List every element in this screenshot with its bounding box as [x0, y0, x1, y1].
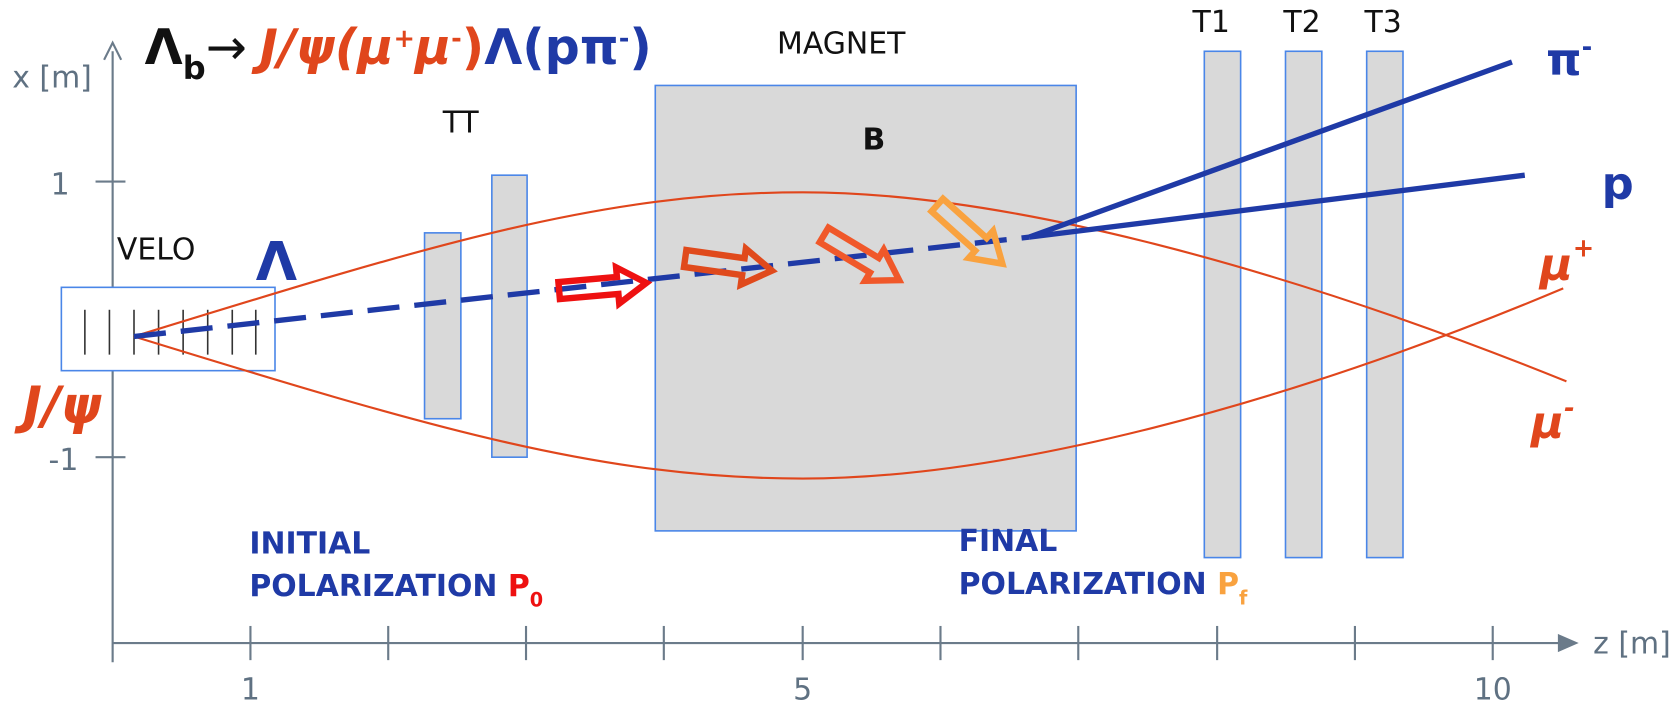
x-axis-label: z [m] — [1593, 627, 1671, 662]
lambda-label: Λ — [256, 230, 298, 293]
t3-label: T3 — [1364, 5, 1402, 40]
proton-label: p — [1602, 157, 1634, 210]
y-tick-label: 1 — [51, 167, 70, 202]
y-axis-label: x [m] — [12, 61, 92, 96]
jpsi-label: J/ψ — [14, 376, 102, 436]
t-station — [1367, 51, 1403, 557]
magnet-label: MAGNET — [777, 26, 906, 61]
velo-label: VELO — [117, 233, 195, 268]
field-label: B — [863, 123, 886, 158]
tt-label: TT — [442, 105, 480, 140]
diagram: x [m] z [m] 1 -1 1 5 10 VELO TT MAGNET B… — [0, 0, 1678, 705]
pion-label: π- — [1546, 33, 1592, 86]
x-tick-label: 5 — [793, 673, 812, 705]
x-tick-label: 1 — [241, 673, 260, 705]
t-station — [1204, 51, 1240, 557]
y-tick-label: -1 — [49, 443, 79, 478]
mu-plus-label: μ+ — [1538, 233, 1594, 290]
title: Λb→J/ψ(μ+μ-)Λ(pπ-) — [145, 18, 652, 87]
x-tick-label: 10 — [1474, 673, 1512, 705]
proton-track — [1029, 175, 1525, 237]
tt-plane — [492, 175, 527, 457]
t2-label: T2 — [1282, 5, 1320, 40]
velo — [61, 287, 275, 370]
final-label: FINAL — [959, 524, 1058, 559]
mu-minus-label: μ- — [1529, 394, 1575, 449]
t-station — [1286, 51, 1322, 557]
initial-label: INITIAL — [249, 526, 370, 561]
pion-track — [1029, 62, 1512, 237]
t1-label: T1 — [1192, 5, 1230, 40]
final-polarization: POLARIZATION Pf — [959, 567, 1248, 610]
tt-plane — [425, 233, 461, 419]
initial-polarization: POLARIZATION P0 — [249, 569, 543, 612]
